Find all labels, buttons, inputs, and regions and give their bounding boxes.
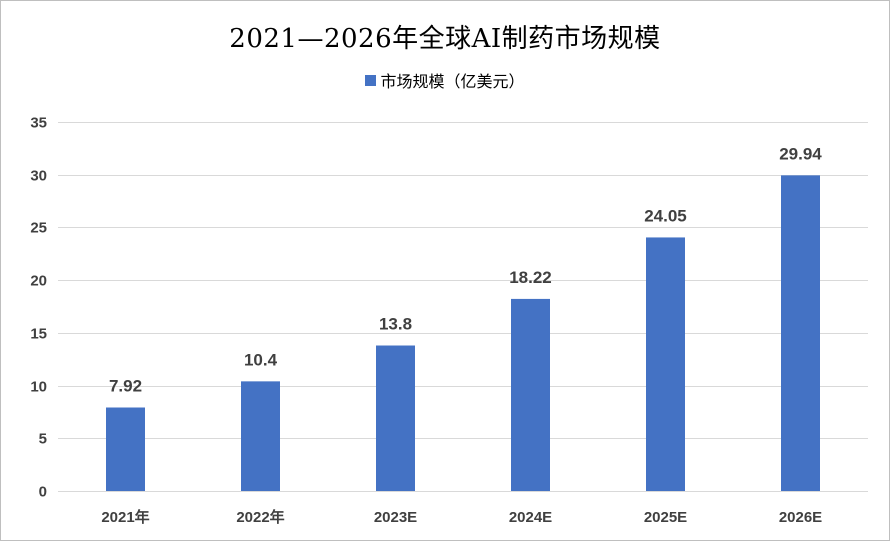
chart-title: 2021—2026年全球AI制药市场规模	[229, 24, 661, 54]
x-tick-label: 2025E	[644, 509, 687, 526]
y-tick-label: 15	[30, 326, 47, 343]
y-tick-label: 35	[30, 115, 47, 132]
bar	[376, 345, 415, 491]
x-tick-label: 2022年	[236, 508, 284, 526]
data-label: 10.4	[244, 350, 278, 369]
y-tick-label: 5	[39, 431, 47, 448]
data-label: 29.94	[779, 144, 822, 163]
legend-swatch	[365, 74, 377, 86]
bar	[241, 381, 280, 491]
y-tick-label: 20	[30, 273, 47, 290]
bar	[106, 407, 145, 491]
data-label: 7.92	[109, 377, 142, 396]
data-label: 13.8	[379, 315, 412, 334]
data-label: 24.05	[644, 206, 687, 225]
x-tick-label: 2023E	[374, 509, 417, 526]
legend: 市场规模（亿美元）	[0, 68, 890, 92]
y-tick-label: 30	[30, 168, 47, 185]
y-tick-label: 10	[30, 379, 47, 396]
y-tick-label: 25	[30, 220, 47, 237]
legend-label: 市场规模（亿美元）	[380, 72, 525, 91]
x-tick-label: 2021年	[101, 508, 149, 526]
data-label: 18.22	[509, 268, 552, 287]
x-tick-label: 2024E	[509, 509, 552, 526]
bar	[781, 175, 820, 491]
bar	[646, 237, 685, 491]
y-tick-label: 0	[39, 484, 47, 501]
x-tick-label: 2026E	[779, 509, 822, 526]
bar	[511, 298, 550, 491]
